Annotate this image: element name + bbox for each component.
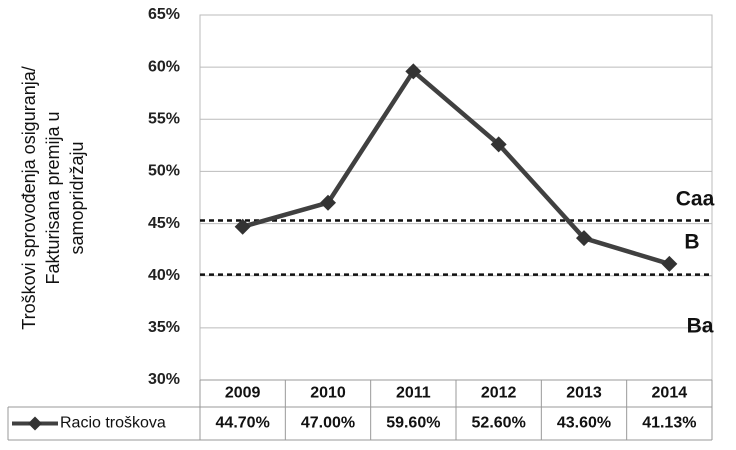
point-marker [405,63,422,80]
x-tick-label: 2009 [225,385,261,402]
y-tick-label: 40% [148,267,180,284]
table-value: 59.60% [386,415,440,432]
legend-label: Racio troškova [60,415,166,432]
x-tick-label: 2010 [310,385,346,402]
legend-marker [28,416,42,431]
point-marker [234,218,251,235]
y-tick-label: 55% [148,111,180,128]
y-axis-label: samopridržaju [67,141,87,254]
y-tick-label: 45% [148,215,180,232]
point-marker [320,194,336,211]
y-tick-label: 35% [148,319,180,336]
y-tick-label: 50% [148,163,180,180]
annotation: Ba [687,315,714,338]
y-tick-label: 60% [148,58,180,75]
y-axis-label: Troškovi sprovođenja osiguranja/ [19,66,39,329]
series-line [242,69,670,267]
table-value: 47.00% [301,415,355,432]
y-tick-label: 65% [148,6,180,23]
table-value: 43.60% [557,415,611,432]
x-tick-label: 2011 [396,385,431,402]
point-marker [576,230,592,247]
y-axis-label: Fakturisana premija u [43,111,63,284]
annotation: Caa [676,188,715,211]
point-marker [661,255,678,272]
point-marker [490,136,507,153]
annotation: B [684,231,699,254]
x-tick-label: 2014 [652,385,688,402]
x-tick-label: 2013 [566,385,602,402]
x-tick-label: 2012 [481,385,517,402]
table-value: 44.70% [216,415,270,432]
table-value: 41.13% [642,415,696,432]
plot-frame [199,14,713,381]
y-tick-label: 30% [148,371,180,388]
table-value: 52.60% [472,415,526,432]
